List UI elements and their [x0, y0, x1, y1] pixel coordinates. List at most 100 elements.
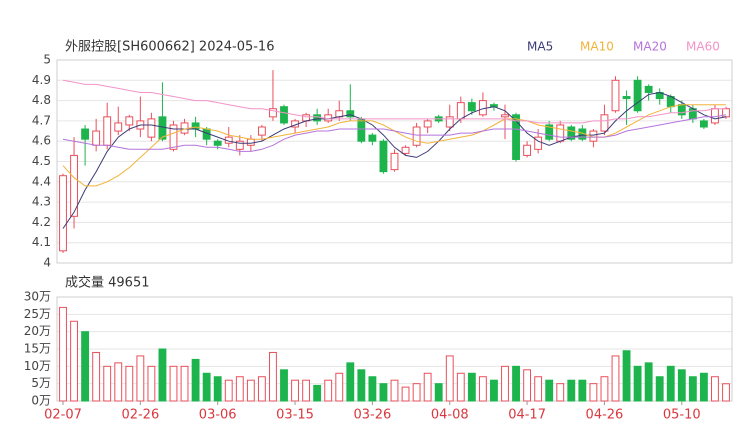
volume-bar	[202, 372, 211, 402]
volume-bar	[622, 350, 631, 402]
volume-bar	[379, 383, 388, 402]
candle-body	[235, 140, 244, 150]
volume-bar	[490, 379, 498, 402]
volume-bar	[556, 383, 565, 402]
x-tick-label: 02-07	[44, 408, 82, 423]
volume-bar	[246, 379, 255, 402]
volume-bar	[633, 365, 642, 402]
y-tick-label: 20万	[24, 324, 51, 338]
candle-body	[711, 108, 719, 124]
y-tick-label: 4.2	[32, 215, 51, 229]
volume-bar	[224, 379, 233, 402]
candle-body	[445, 116, 454, 128]
x-tick-label: 04-17	[508, 408, 546, 423]
volume-bar	[567, 379, 576, 402]
volume-bar	[103, 365, 112, 402]
candle-body	[346, 110, 355, 118]
volume-bar	[368, 376, 377, 402]
volume-bar	[445, 355, 454, 402]
candle-body	[556, 124, 565, 142]
volume-bar	[92, 351, 101, 402]
x-tick-label: 05-10	[663, 408, 701, 423]
candle-body	[257, 126, 266, 136]
y-tick-label: 4.4	[32, 174, 51, 188]
volume-bar	[313, 384, 322, 402]
volume-bar	[291, 379, 299, 402]
legend-label: MA5	[527, 40, 553, 54]
candle-body	[534, 136, 543, 150]
volume-bar	[545, 379, 554, 402]
legend-label: MA60	[686, 40, 720, 54]
candle-body	[467, 102, 476, 112]
x-tick-label: 02-26	[121, 408, 159, 423]
y-tick-label: 15万	[24, 342, 51, 356]
volume-bar	[357, 369, 366, 402]
volume-bar	[114, 362, 123, 402]
volume-bar	[59, 306, 67, 402]
ma-line	[62, 114, 727, 152]
candle-body	[125, 116, 134, 126]
candle-body	[313, 114, 322, 122]
candle-body	[147, 118, 156, 138]
volume-bar	[70, 320, 78, 402]
volume-bar	[655, 376, 664, 402]
volume-bar	[677, 369, 686, 402]
y-tick-label: 30万	[24, 290, 51, 304]
volume-title: 成交量 49651	[65, 275, 150, 291]
x-tick-label: 03-15	[276, 408, 314, 423]
candle-body	[412, 126, 421, 146]
candle-body	[180, 122, 189, 134]
candle-body	[169, 124, 178, 150]
volume-bar	[180, 365, 189, 402]
volume-bar	[346, 362, 355, 402]
volume-bar	[467, 372, 476, 402]
candle-body	[699, 120, 708, 128]
volume-bar	[501, 365, 509, 402]
volume-bar	[589, 383, 598, 402]
candle-body	[246, 138, 255, 146]
y-tick-label: 25万	[24, 307, 51, 321]
candle-body	[379, 140, 388, 173]
candle-body	[114, 122, 123, 132]
candle-body	[423, 120, 432, 128]
candle-body	[401, 146, 410, 154]
y-tick-label: 5	[43, 53, 51, 67]
x-tick-label: 04-26	[586, 408, 624, 423]
x-tick-label: 04-08	[431, 408, 469, 423]
candle-body	[523, 144, 532, 156]
volume-bar	[147, 365, 156, 402]
candle-body	[213, 140, 222, 146]
volume-bar	[158, 348, 167, 402]
volume-bar	[600, 376, 609, 402]
volume-bar	[534, 376, 543, 402]
volume-bar	[169, 365, 178, 402]
x-tick-label: 03-06	[199, 408, 237, 423]
candle-body	[191, 122, 200, 130]
y-tick-label: 4.9	[32, 73, 51, 87]
volume-bar	[722, 383, 730, 402]
candle-body	[633, 79, 642, 112]
volume-bar	[257, 376, 266, 402]
y-tick-label: 4	[43, 256, 51, 270]
candle-body	[456, 102, 465, 120]
volume-bar	[335, 372, 344, 402]
y-tick-label: 0万	[31, 394, 51, 408]
volume-bar	[423, 372, 432, 402]
ma-line	[62, 79, 726, 124]
volume-bar	[666, 365, 675, 402]
y-tick-label: 4.1	[32, 235, 51, 249]
candle-body	[269, 108, 277, 118]
candle-body	[600, 114, 609, 132]
volume-bar	[434, 383, 443, 402]
volume-bar	[401, 386, 410, 402]
candle-body	[478, 100, 487, 116]
volume-bar	[578, 379, 587, 402]
chart-title: 外服控股[SH600662] 2024-05-16	[65, 40, 274, 55]
volume-bar	[269, 351, 277, 402]
legend-label: MA10	[580, 40, 614, 54]
volume-bar	[478, 376, 487, 402]
candle-body	[357, 118, 366, 142]
volume-bar	[412, 383, 421, 402]
candle-body	[70, 154, 78, 217]
